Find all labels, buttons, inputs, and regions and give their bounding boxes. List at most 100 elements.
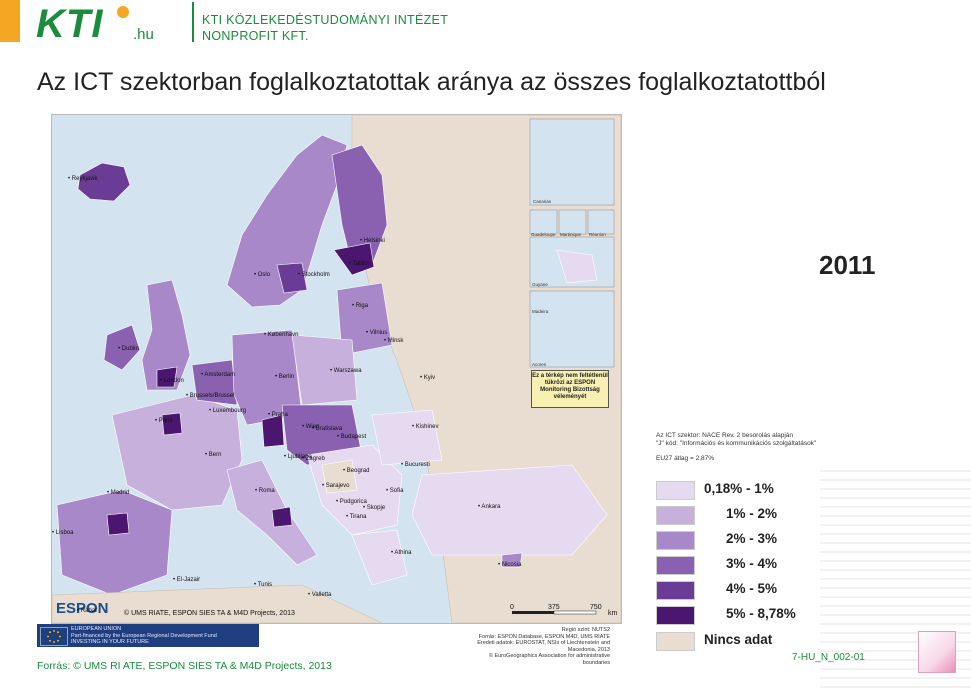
inset-label: Acores <box>532 362 547 367</box>
region-praha <box>261 414 285 448</box>
scale-label-0: 0 <box>510 604 514 611</box>
city-label: • Sofia <box>386 488 404 494</box>
document-code: 7-HU_N_002-01 <box>792 652 865 663</box>
note-eu-average: EU27 átlag = 2,87% <box>656 455 714 462</box>
city-label: • Minsk <box>384 338 404 344</box>
scale-label-750: 750 <box>590 604 602 611</box>
year-label: 2011 <box>819 250 876 280</box>
region-ireland <box>103 324 141 371</box>
kti-logo[interactable]: KTI <box>36 2 104 46</box>
region-roma <box>271 506 293 528</box>
city-label: • Bucuresti <box>401 462 430 468</box>
org-name-line1: KTI KÖZLEKEDÉSTUDOMÁNYI INTÉZET <box>202 13 449 27</box>
espon-logo: ESPON <box>56 600 109 617</box>
legend-swatch <box>656 556 695 575</box>
city-label: • Wien <box>302 424 320 430</box>
scale-unit: km <box>608 610 618 617</box>
footer-source: Forrás: © UMS RI ATE, ESPON SIES TA & M4… <box>37 660 332 672</box>
legend-swatch <box>656 632 695 651</box>
city-label: • København <box>264 332 299 338</box>
city-label: • Brussels/Brussel <box>186 393 235 399</box>
region-uk <box>141 279 191 391</box>
city-label: • Madrid <box>107 490 130 496</box>
page-title: Az ICT szektorban foglalkoztatottak arán… <box>37 68 826 96</box>
inset-label: Réunion <box>589 232 606 237</box>
inset-madeira-acores <box>529 290 615 368</box>
city-label: • Kishinev <box>412 424 439 430</box>
region-helsinki <box>333 242 375 276</box>
city-label: • Bern <box>205 452 222 458</box>
city-label: • Nicosia <box>498 562 522 568</box>
city-label: • Ankara <box>478 504 501 510</box>
city-label: • Tirana <box>346 514 367 520</box>
legend-label: 2% - 3% <box>726 531 778 546</box>
legend-label: 3% - 4% <box>726 556 778 571</box>
logo-dot-icon <box>117 6 129 18</box>
region-baltics <box>336 282 393 356</box>
city-label: • Berlin <box>275 374 295 380</box>
city-label: • Oslo <box>254 272 271 278</box>
city-label: • Warszawa <box>330 368 362 374</box>
note-line1: Az ICT szektor: NACE Rev. 2 besorolás al… <box>656 432 794 439</box>
inset-label: Canarias <box>533 199 552 204</box>
legend-label: Nincs adat <box>704 632 773 647</box>
city-label: • Vilnius <box>366 330 388 336</box>
region-iceland <box>77 162 131 202</box>
city-label: • Sarajevo <box>322 483 350 489</box>
city-label: • Tunis <box>254 582 273 588</box>
org-name-line2: NONPROFIT KFT. <box>202 29 309 43</box>
inset-label: Guadeloupe <box>531 232 556 237</box>
city-label: • Lisboa <box>52 530 74 536</box>
note-line2: "J" kód: "Információs és kommunikációs s… <box>656 440 817 447</box>
eu-funding-banner: EUROPEAN UNION Part-financed by the Euro… <box>37 624 259 647</box>
city-label: • Paris <box>155 418 173 424</box>
legend-swatch <box>656 506 695 525</box>
city-label: • Budapest <box>337 434 367 440</box>
legend-label: 5% - 8,78% <box>726 606 796 621</box>
decorative-corner-box <box>918 631 956 673</box>
logo-domain-suffix: .hu <box>133 26 154 43</box>
orange-accent-tab <box>0 0 20 42</box>
city-label: • London <box>160 378 184 384</box>
region-cyprus <box>501 552 523 568</box>
city-label: • Rabat <box>77 608 97 614</box>
region-no-data-balkans <box>321 459 358 494</box>
legend-label: 0,18% - 1% <box>704 481 774 496</box>
legend-label: 1% - 2% <box>726 506 778 521</box>
region-madrid <box>106 512 130 536</box>
inset-label: Martinique <box>560 232 582 237</box>
scale-bar-segment-1 <box>512 611 554 614</box>
eu-funding-text: EUROPEAN UNION Part-financed by the Euro… <box>71 626 217 645</box>
inset-label: Madeira <box>532 309 549 314</box>
inset-label: Guyane <box>532 282 548 287</box>
city-label: • Helsinki <box>360 238 385 244</box>
scale-label-375: 375 <box>548 604 560 611</box>
city-label: • Praha <box>268 412 288 418</box>
region-poland <box>291 334 358 406</box>
region-iberia <box>56 489 173 596</box>
city-label: • Stockholm <box>298 272 330 278</box>
city-label: • Skopje <box>363 505 386 511</box>
region-greece <box>351 529 408 586</box>
inset-reunion <box>587 209 615 235</box>
legend-swatch <box>656 606 695 625</box>
data-source-note: Regió szint: NUTS2 Forrás: ESPON Databas… <box>477 627 610 666</box>
region-guyane <box>556 249 598 284</box>
legend-label: 4% - 5% <box>726 581 778 596</box>
legend-swatch <box>656 481 695 500</box>
region-finland <box>331 144 388 266</box>
city-label: • Kyiv <box>420 375 436 381</box>
map-disclaimer: Ez a térkép nem feltétlenül tükrözi az E… <box>531 370 609 408</box>
city-label: • Dublin <box>118 346 139 352</box>
eu-flag-icon <box>40 627 68 646</box>
city-label: • Ljubljana <box>284 454 312 460</box>
region-stockholm <box>276 262 308 294</box>
city-label: • Podgorica <box>336 499 367 505</box>
city-label: • Luxembourg <box>209 408 247 414</box>
city-label: • Zagreb <box>302 456 325 462</box>
region-benelux <box>191 359 238 406</box>
city-label: • Beograd <box>343 468 370 474</box>
city-label: • Riga <box>352 303 369 309</box>
europe-choropleth-map: 0 375 750 km ESPON © UMS RIATE, ESPON SI… <box>51 114 622 624</box>
city-label: • Reykjavik <box>68 176 98 182</box>
